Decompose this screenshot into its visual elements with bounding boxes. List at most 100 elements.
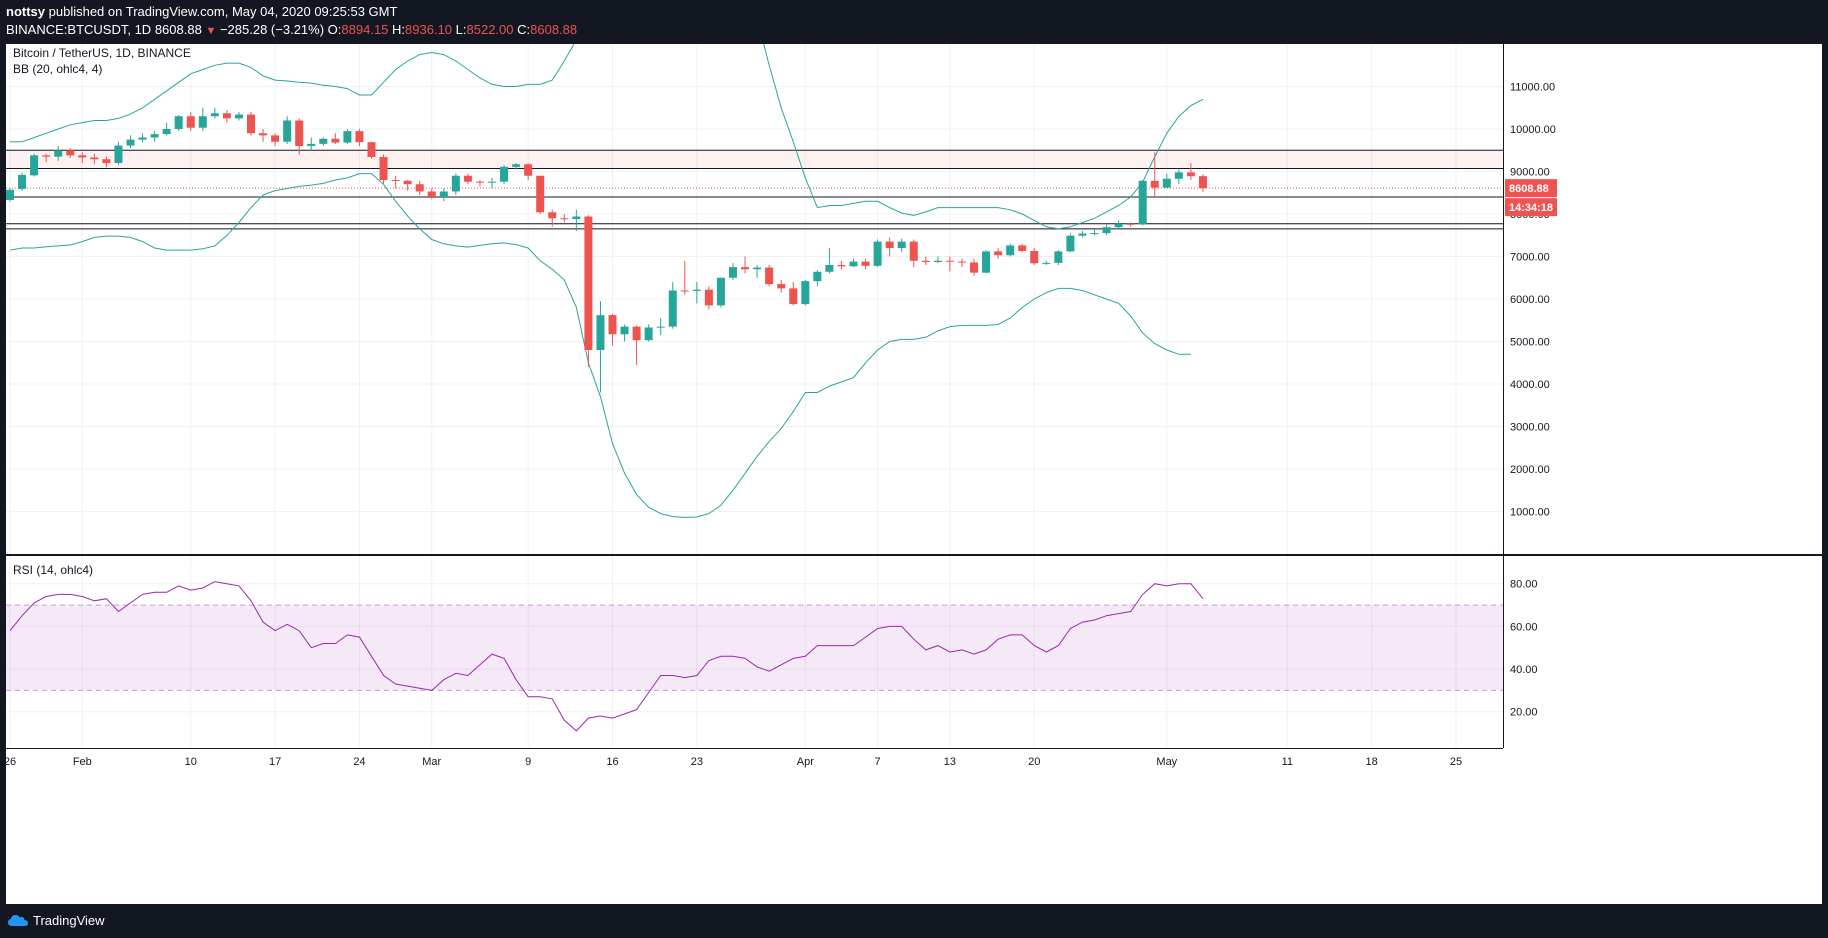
ohlc-info: BINANCE:BTCUSDT, 1D 8608.88 ▼ −285.28 (−… xyxy=(6,22,577,37)
publisher-name[interactable]: nottsy xyxy=(6,4,45,19)
candle-body xyxy=(921,260,930,263)
candle-body xyxy=(982,251,991,273)
candle-body xyxy=(222,113,231,119)
candle-body xyxy=(6,189,14,200)
candle-body xyxy=(644,327,653,341)
bb-upper-line xyxy=(763,44,1204,230)
candle-body xyxy=(668,290,677,327)
symbol-label: BINANCE:BTCUSDT, 1D xyxy=(6,22,152,37)
last-price: 8608.88 xyxy=(154,22,202,37)
candle-body xyxy=(897,241,906,248)
candle-body xyxy=(174,116,183,129)
candle-body xyxy=(524,164,533,176)
tradingview-brand[interactable]: TradingView xyxy=(8,913,105,928)
published-text: published on TradingView.com, May 04, 20… xyxy=(48,4,398,19)
rsi-tick-label: 80.00 xyxy=(1510,579,1538,591)
price-tick-label: 3000.00 xyxy=(1510,422,1550,434)
time-tick-label: 11 xyxy=(1282,756,1293,768)
candle-body xyxy=(1006,245,1015,256)
candle-body xyxy=(789,288,798,305)
candles xyxy=(6,107,1207,393)
countdown-badge-text: 14:34:18 xyxy=(1509,202,1553,214)
close-label: C: xyxy=(517,22,531,37)
candle-body xyxy=(247,114,255,134)
candle-body xyxy=(283,120,292,142)
price-tick-label: 7000.00 xyxy=(1510,252,1550,264)
candle-body xyxy=(78,155,87,158)
rsi-legend-label[interactable]: RSI (14, ohlc4) xyxy=(13,563,94,577)
rsi-tick-label: 20.00 xyxy=(1510,707,1538,719)
resistance-zone xyxy=(6,150,1503,169)
candle-body xyxy=(1066,235,1075,252)
candle-body xyxy=(271,135,280,142)
candle-body xyxy=(391,180,400,181)
candle-body xyxy=(704,289,713,306)
candle-body xyxy=(138,137,147,140)
time-tick-label: Feb xyxy=(73,756,92,768)
price-tick-label: 11000.00 xyxy=(1510,82,1555,94)
candle-body xyxy=(1102,227,1111,234)
candle-body xyxy=(620,326,629,335)
rsi-tick-label: 40.00 xyxy=(1510,664,1538,676)
candle-body xyxy=(18,174,27,189)
candle-body xyxy=(970,262,978,273)
candle-body xyxy=(825,265,834,272)
time-tick-label: 26 xyxy=(6,756,16,768)
candle-body xyxy=(801,281,810,305)
candle-body xyxy=(1054,251,1063,263)
time-tick-label: 20 xyxy=(1028,756,1040,768)
price-tick-label: 6000.00 xyxy=(1510,294,1550,306)
bb-legend-label[interactable]: BB (20, ohlc4, 4) xyxy=(13,62,103,76)
time-tick-label: May xyxy=(1156,756,1177,768)
candle-body xyxy=(873,241,882,266)
close-value: 8608.88 xyxy=(530,22,578,37)
candle-body xyxy=(909,241,918,261)
candle-body xyxy=(319,138,328,144)
candle-body xyxy=(632,326,641,341)
last-price-badge xyxy=(1505,179,1557,198)
candle-body xyxy=(439,191,448,197)
bb-lower-line xyxy=(9,173,1191,518)
time-tick-label: 13 xyxy=(944,756,956,768)
time-tick-label: Apr xyxy=(797,756,814,768)
tradingview-cloud-icon xyxy=(8,915,28,926)
candle-body xyxy=(548,212,557,219)
candle-body xyxy=(656,326,665,328)
countdown-badge xyxy=(1505,198,1557,217)
candle-body xyxy=(572,216,581,220)
chart-canvas[interactable]: 1000.00 2000.00 3000.00 4000.00 5000.00 6000.… xyxy=(4,44,1822,904)
candle-body xyxy=(1078,233,1087,236)
candle-body xyxy=(162,129,171,135)
open-label: O: xyxy=(327,22,342,37)
main-legend-title[interactable]: Bitcoin / TetherUS, 1D, BINANCE xyxy=(13,46,191,60)
rsi-tick-label: 60.00 xyxy=(1510,621,1538,633)
low-label: L: xyxy=(455,22,467,37)
candle-body xyxy=(560,218,569,220)
brand-name: TradingView xyxy=(33,913,105,928)
rsi-band xyxy=(6,605,1503,691)
candle-body xyxy=(415,184,424,192)
candle-body xyxy=(54,150,63,157)
candle-body xyxy=(343,131,352,143)
time-tick-label: 7 xyxy=(875,756,881,768)
candle-body xyxy=(692,289,701,291)
candle-body xyxy=(1030,250,1039,264)
candle-body xyxy=(945,260,954,262)
last-price-badge-text: 8608.88 xyxy=(1509,183,1549,195)
candle-body xyxy=(1174,172,1183,179)
candle-body xyxy=(861,261,870,266)
candle-body xyxy=(837,265,846,267)
chart-header: nottsy published on TradingView.com, May… xyxy=(0,0,1828,44)
candle-body xyxy=(1198,176,1207,189)
chart-area[interactable]: 1000.00 2000.00 3000.00 4000.00 5000.00 6000.… xyxy=(4,44,1822,904)
price-tick-label: 4000.00 xyxy=(1510,379,1550,391)
candle-body xyxy=(331,138,340,143)
open-value: 8894.15 xyxy=(341,22,389,37)
candle-body xyxy=(295,120,304,146)
low-value: 8522.00 xyxy=(466,22,514,37)
bollinger-bands xyxy=(9,44,1204,518)
candle-body xyxy=(126,139,135,146)
candle-body xyxy=(66,150,75,156)
candle-body xyxy=(1162,178,1171,188)
candle-body xyxy=(1186,172,1195,177)
